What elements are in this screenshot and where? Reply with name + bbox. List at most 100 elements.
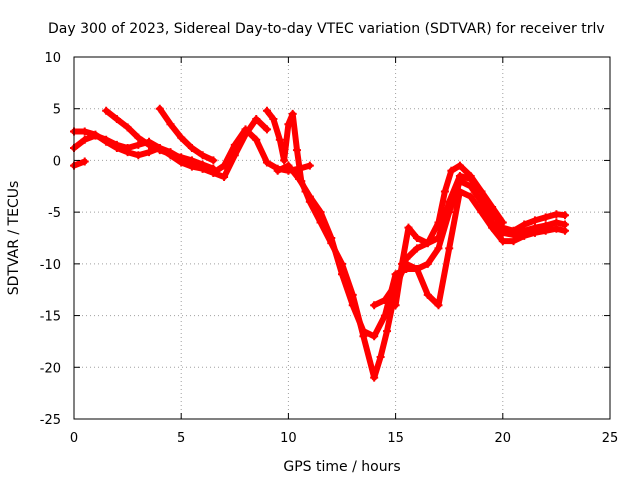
data-point [252,115,261,124]
data-point [262,106,271,115]
data-point [134,133,143,142]
data-point [455,161,464,170]
data-point [102,106,111,115]
data-point [338,270,346,279]
data-point [230,151,239,160]
x-tick-label: 25 [602,431,619,446]
chart-title: Day 300 of 2023, Sidereal Day-to-day VTE… [48,21,605,37]
series-track-8 [370,187,569,310]
data-point [155,104,164,113]
data-point [275,135,284,144]
data-point [198,151,207,160]
series-track-9 [391,171,507,310]
data-point [440,187,449,196]
data-point [541,226,550,235]
y-tick-label: -10 [40,258,61,273]
data-point [370,301,379,310]
data-point [220,172,229,181]
data-point [445,244,454,253]
data-point [80,127,89,136]
data-point [477,197,486,206]
data-point [145,140,154,149]
data-point [455,171,464,180]
data-point [413,234,422,242]
data-point [262,125,271,134]
data-point [305,192,314,201]
data-point [166,120,175,129]
data-point [288,109,297,118]
data-point [509,237,518,246]
x-tick-label: 5 [177,431,185,446]
y-tick-label: -5 [48,206,61,221]
data-point [380,296,389,305]
data-point [177,153,186,162]
axes-ticks: 0 5 10 15 20 25 10 5 0 -5 -10 -15 -20 -25 [40,51,619,446]
data-point [434,234,443,242]
y-tick-label: 10 [44,51,61,66]
data-point [292,146,301,155]
data-point [198,160,207,169]
data-point [348,301,357,310]
data-point [359,327,368,336]
data-point [177,133,186,142]
data-point [498,228,507,237]
data-point [423,290,432,299]
data-point [477,187,486,196]
y-tick-label: -20 [40,361,61,376]
y-tick-label: -15 [40,310,61,325]
y-axis-label: SDTVAR / TECUs [6,181,22,296]
data-point [112,115,121,124]
data-point [370,332,379,341]
data-point [262,158,271,167]
data-point [155,146,164,155]
data-point [445,197,454,206]
data-point [91,130,100,139]
data-point [134,151,143,160]
data-point [488,202,497,211]
data-point [520,231,529,240]
data-point [466,192,475,201]
data-point [398,259,407,268]
data-point [112,144,121,153]
data-point [423,239,432,248]
data-point [413,244,422,253]
data-point [280,156,289,165]
data-point [530,228,539,237]
data-point [477,208,486,217]
data-point [498,218,507,227]
data-point [455,187,464,196]
data-point [434,301,443,310]
data-point [252,135,261,144]
data-point [560,211,569,220]
data-point [380,311,389,320]
y-tick-label: -25 [40,413,61,428]
data-point [284,120,293,129]
data-point [241,130,250,139]
data-point [316,208,325,217]
data-point [466,175,475,184]
data-point [552,224,561,233]
x-tick-label: 15 [387,431,404,446]
data-point [123,123,132,132]
data-point [376,352,385,361]
data-point [404,223,413,232]
data-point [498,237,507,246]
data-point [273,166,282,175]
data-point [187,144,196,153]
data-point [541,213,550,222]
data-point [123,148,132,157]
data-point [284,161,293,170]
data-point [488,223,497,232]
data-point [327,234,336,242]
data-point [552,210,561,219]
data-point [209,164,218,173]
data-point [102,137,111,146]
data-point [80,157,89,166]
data-point [530,216,539,225]
plot-area [70,104,569,382]
x-tick-label: 10 [280,431,297,446]
data-point [305,161,314,170]
data-point [423,259,432,268]
